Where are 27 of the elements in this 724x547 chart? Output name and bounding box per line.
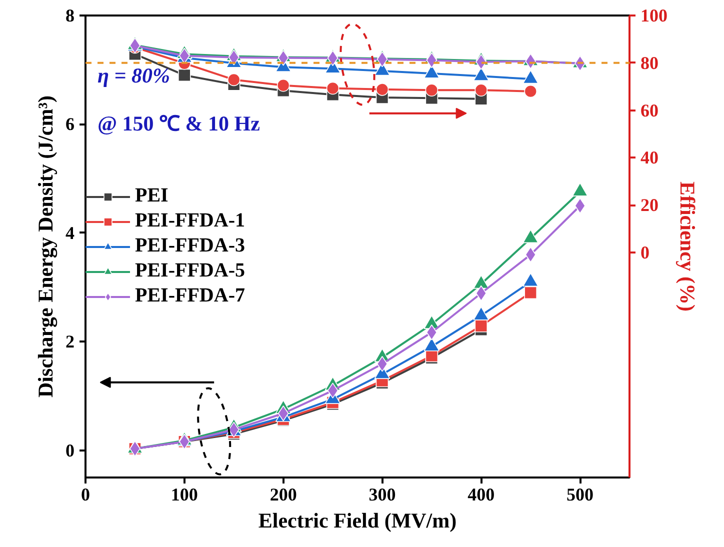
x-tick-label: 300 <box>368 484 396 504</box>
x-tick-label: 100 <box>170 484 198 504</box>
x-tick-label: 200 <box>270 484 297 504</box>
y2-tick-label: 80 <box>640 52 658 73</box>
legend-label: PEI-FFDA-7 <box>135 284 245 308</box>
x-axis-title: Electric Field (MV/m) <box>258 508 457 532</box>
y-tick-label: 2 <box>66 332 74 352</box>
y-tick-label: 4 <box>66 222 74 243</box>
y2-tick-label: 100 <box>640 6 668 26</box>
x-tick-label: 0 <box>81 484 90 504</box>
legend-label: PEI <box>135 184 168 208</box>
y-axis-title: Discharge Energy Density (J/cm³) <box>34 95 58 398</box>
y2-axis-title: Efficiency (%) <box>676 181 700 312</box>
y2-tick-label: 20 <box>640 195 658 216</box>
annotation: @ 150 ℃ & 10 Hz <box>98 112 260 136</box>
legend-label: PEI-FFDA-5 <box>135 260 245 282</box>
y2-tick-label: 40 <box>640 148 658 168</box>
x-tick-label: 500 <box>566 484 594 504</box>
y2-tick-label: 60 <box>640 100 658 120</box>
y-tick-label: 0 <box>66 440 74 460</box>
y-tick-label: 8 <box>66 6 74 26</box>
y2-tick-label: 0 <box>640 242 650 262</box>
x-tick-label: 400 <box>468 484 495 504</box>
legend-label: PEI-FFDA-1 <box>135 210 245 232</box>
annotation: η = 80% <box>98 64 170 88</box>
y-tick-label: 6 <box>66 114 74 134</box>
legend-label: PEI-FFDA-3 <box>135 234 245 258</box>
